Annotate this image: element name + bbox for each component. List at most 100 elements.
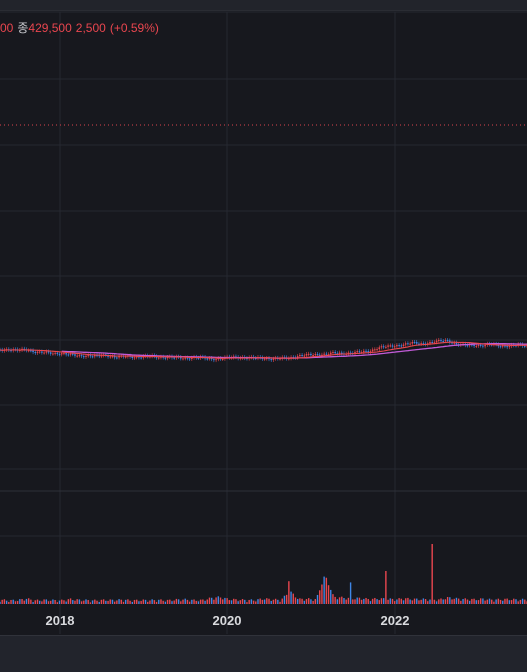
volume-bar — [484, 600, 486, 604]
volume-bar — [332, 594, 334, 604]
candle-body — [380, 346, 383, 348]
candle-body — [340, 352, 343, 354]
volume-bar — [1, 599, 3, 604]
candle-body — [329, 352, 332, 355]
volume-bar — [45, 599, 48, 604]
candle-body — [54, 352, 56, 354]
candle-body — [440, 339, 442, 342]
candle-body — [336, 353, 339, 355]
volume-bar — [180, 601, 182, 604]
volume-bar — [303, 600, 305, 604]
candle-body — [475, 345, 478, 347]
volume-bar — [422, 598, 425, 604]
candle-body — [413, 342, 416, 344]
volume-bar — [442, 599, 444, 604]
candle-body — [477, 344, 480, 346]
candle-body — [429, 341, 431, 344]
candle-body — [182, 358, 184, 360]
volume-bar — [83, 600, 85, 604]
volume-bar — [149, 600, 151, 604]
volume-bar — [76, 599, 78, 604]
candle-body — [38, 351, 41, 353]
candle-body — [118, 355, 120, 358]
candle-body — [160, 356, 162, 358]
volume-bar — [312, 601, 314, 604]
candle-body — [363, 350, 365, 353]
candle-body — [49, 352, 52, 354]
volume-bar — [210, 597, 213, 604]
volume-bar — [38, 600, 41, 604]
volume-bar — [376, 599, 378, 604]
volume-bar — [345, 599, 347, 604]
volume-bar — [224, 597, 226, 604]
volume-bar — [204, 600, 206, 604]
volume-bar — [43, 599, 45, 604]
candle-body — [131, 356, 134, 359]
candle-body — [186, 357, 189, 359]
volume-bar — [327, 585, 330, 604]
volume-bar — [171, 601, 173, 604]
x-tick-label: 2020 — [213, 613, 242, 628]
volume-bar — [519, 599, 522, 604]
volume-bar — [184, 598, 186, 604]
volume-bar — [506, 598, 508, 604]
volume-bar — [19, 599, 21, 604]
candle-body — [164, 357, 167, 359]
top-toolbar-edge — [0, 0, 527, 11]
candle-body — [367, 351, 370, 353]
volume-bar — [323, 576, 325, 604]
volume-bar — [431, 544, 433, 604]
candle-body — [124, 356, 127, 358]
x-axis: 2018 2020 2022 — [46, 613, 410, 628]
volume-bar — [54, 600, 56, 604]
volume-bar — [365, 597, 367, 604]
volume-bar — [235, 599, 237, 604]
volume-bar — [325, 577, 328, 604]
candle-body — [374, 349, 376, 351]
volume-bar — [508, 600, 511, 604]
volume-bar — [140, 601, 142, 604]
candlesticks — [0, 337, 527, 363]
volume-bar — [288, 581, 290, 604]
candle-body — [455, 342, 458, 345]
candle-body — [338, 352, 341, 354]
candle-body — [437, 339, 440, 341]
volume-bar — [252, 600, 255, 604]
volume-bar — [378, 600, 380, 604]
volume-bar — [138, 601, 140, 604]
candle-body — [404, 343, 407, 345]
volume-bar — [367, 599, 369, 604]
candle-body — [32, 350, 34, 353]
candle-body — [378, 347, 381, 350]
x-tick-label: 2018 — [46, 613, 75, 628]
volume-bar — [433, 599, 436, 604]
volume-bar — [524, 599, 526, 604]
legend-change-pct: (+0.59%) — [109, 21, 159, 35]
candle-body — [74, 354, 76, 356]
volume-bar — [466, 599, 469, 604]
volume-bar — [5, 600, 8, 604]
volume-bar — [111, 599, 114, 604]
candle-body — [43, 352, 45, 354]
candle-body — [82, 356, 85, 358]
volume-bar — [356, 597, 358, 604]
volume-bar — [493, 601, 495, 604]
candle-body — [272, 358, 275, 360]
volume-bar — [237, 601, 239, 604]
volume-bar — [215, 597, 217, 604]
volume-bar — [166, 599, 169, 604]
volume-bar — [486, 599, 489, 604]
volume-bar — [347, 597, 350, 604]
candle-body — [266, 358, 268, 360]
volume-bar — [177, 599, 180, 604]
candle-body — [411, 342, 414, 344]
candle-body — [41, 351, 43, 353]
candle-body — [499, 346, 502, 348]
volume-bar — [504, 598, 506, 604]
volume-bar — [191, 599, 193, 604]
volume-bar — [277, 599, 279, 604]
candle-body — [279, 358, 281, 360]
volume-bar — [250, 599, 253, 604]
